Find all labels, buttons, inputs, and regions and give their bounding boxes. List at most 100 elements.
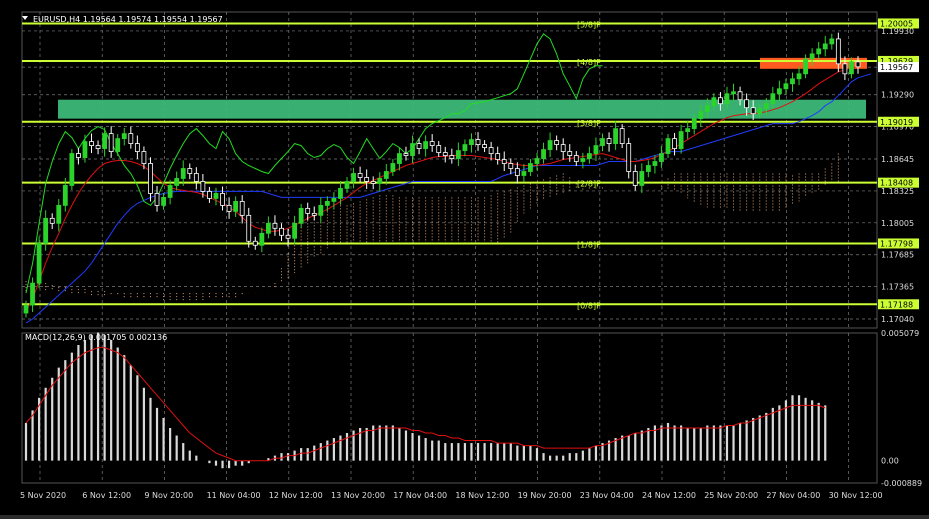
candle-body	[731, 91, 736, 95]
candle-body	[567, 151, 573, 156]
candle-body	[593, 145, 599, 154]
candle-body	[56, 204, 62, 224]
candle-body	[207, 191, 212, 199]
candle-body	[776, 88, 782, 95]
candle-body	[600, 138, 605, 146]
murrey-level-label: [4/8]P	[577, 58, 601, 67]
candle-body	[200, 181, 206, 192]
price-tag-box	[878, 177, 919, 188]
candle-body	[331, 198, 337, 202]
candle-body	[744, 99, 750, 109]
chikou-line-green	[25, 33, 603, 294]
candle-body	[482, 144, 487, 148]
candle-body	[108, 133, 114, 152]
candle-body	[357, 173, 363, 178]
candle-body	[324, 201, 330, 206]
candle-body	[338, 188, 343, 199]
candle-body	[639, 171, 645, 186]
candle-body	[501, 159, 507, 164]
candle-body	[239, 201, 245, 216]
candle-body	[822, 43, 828, 50]
price-tag-label: 1.18408	[880, 179, 913, 188]
candle-body	[757, 108, 763, 115]
price-tag-box	[878, 55, 919, 66]
candle-body	[161, 197, 166, 206]
candle-body	[835, 38, 841, 65]
candle-body	[174, 178, 180, 186]
candle-body	[416, 143, 422, 149]
candle-body	[377, 178, 383, 184]
candle-body	[30, 282, 35, 306]
price-tick-label: 1.18645	[881, 155, 914, 164]
time-tick-label: 19 Nov 20:00	[518, 491, 572, 500]
candle-body	[449, 155, 455, 159]
candle-body	[383, 171, 389, 179]
candle-body	[305, 207, 311, 214]
candle-body	[36, 242, 42, 284]
candle-body	[82, 141, 88, 158]
candle-body	[626, 143, 632, 172]
candle-body	[180, 168, 186, 179]
time-tick-label: 6 Nov 12:00	[82, 491, 131, 500]
time-tick-label: 9 Nov 20:00	[144, 491, 193, 500]
candle-body	[842, 63, 848, 75]
candle-body	[652, 161, 658, 166]
price-tag-label: 1.19019	[880, 118, 913, 127]
time-tick-label: 24 Nov 12:00	[642, 491, 696, 500]
support-zone	[58, 99, 866, 119]
candle-body	[423, 141, 429, 149]
candle-body	[560, 144, 566, 152]
candle-body	[128, 133, 134, 144]
macd-panel-border	[21, 332, 878, 484]
price-tick-label: 1.18325	[881, 187, 914, 196]
candle-body	[351, 173, 356, 182]
price-tag-label: 1.20005	[880, 19, 913, 28]
murrey-level-label: [5/8]P	[577, 20, 601, 29]
candle-body	[49, 217, 55, 224]
time-tick-label: 11 Nov 04:00	[207, 491, 261, 500]
macd-layer	[24, 332, 827, 469]
candle-body	[134, 143, 140, 152]
candle-body	[226, 204, 232, 212]
murrey-level-label: [2/8]P	[577, 180, 601, 189]
candle-body	[796, 73, 802, 80]
candle-body	[233, 201, 239, 212]
candle-body	[279, 227, 284, 236]
candle-body	[711, 97, 717, 107]
candle-body	[469, 139, 474, 145]
time-tick-label: 17 Nov 04:00	[393, 491, 447, 500]
candle-body	[370, 181, 376, 184]
candle-body	[528, 163, 533, 172]
candle-body	[95, 145, 101, 149]
price-tick-label: 1.17685	[881, 251, 914, 260]
price-tick-label: 1.17365	[881, 283, 914, 292]
candle-body	[410, 143, 415, 156]
candle-body	[783, 83, 789, 90]
candle-body	[397, 153, 402, 164]
candle-body	[141, 151, 147, 164]
candle-body	[259, 232, 265, 246]
candle-body	[704, 105, 710, 113]
candle-body	[318, 204, 324, 216]
candles-layer[interactable]	[23, 32, 861, 318]
candle-body	[606, 138, 612, 144]
candle-body	[220, 193, 225, 206]
time-tick-label: 13 Nov 20:00	[331, 491, 385, 500]
candle-body	[154, 193, 160, 206]
murrey-level-label: [1/8]P	[577, 240, 601, 249]
candle-body	[613, 128, 619, 144]
price-tag-label: 1.17798	[880, 239, 913, 248]
price-panel-border	[21, 11, 878, 329]
candle-body	[580, 158, 586, 162]
candle-body	[455, 150, 461, 159]
candle-body	[148, 163, 153, 194]
candle-body	[508, 163, 514, 169]
candle-body	[69, 153, 75, 186]
collapse-triangle-icon[interactable]	[22, 16, 28, 20]
candle-body	[193, 173, 199, 182]
price-tag-label: 1.19629	[880, 57, 913, 66]
candle-body	[488, 147, 494, 154]
price-tag-box	[878, 116, 919, 127]
macd-tick-label: 0.00	[881, 457, 899, 466]
